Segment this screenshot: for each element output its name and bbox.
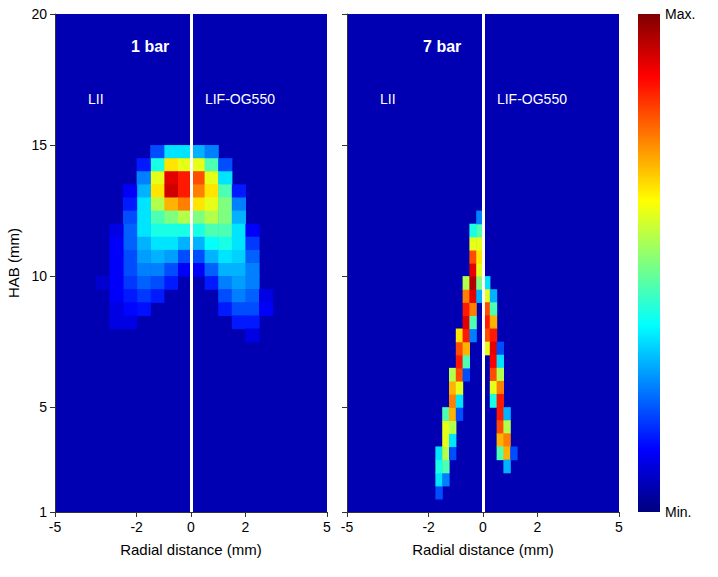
svg-text:20: 20 bbox=[31, 6, 47, 22]
svg-text:-5: -5 bbox=[341, 519, 354, 535]
svg-text:LII: LII bbox=[88, 91, 104, 107]
svg-text:7 bar: 7 bar bbox=[423, 38, 461, 55]
svg-text:2: 2 bbox=[534, 519, 542, 535]
svg-text:-2: -2 bbox=[130, 519, 143, 535]
svg-text:Max.: Max. bbox=[665, 6, 695, 22]
svg-text:10: 10 bbox=[31, 268, 47, 284]
svg-text:LIF-OG550: LIF-OG550 bbox=[497, 91, 567, 107]
svg-text:Min.: Min. bbox=[665, 504, 691, 520]
svg-text:0: 0 bbox=[479, 519, 487, 535]
svg-text:5: 5 bbox=[39, 399, 47, 415]
svg-text:1 bar: 1 bar bbox=[131, 38, 169, 55]
svg-text:LII: LII bbox=[380, 91, 396, 107]
svg-text:LIF-OG550: LIF-OG550 bbox=[205, 91, 275, 107]
svg-text:0: 0 bbox=[187, 519, 195, 535]
svg-text:-5: -5 bbox=[49, 519, 62, 535]
svg-text:Radial distance (mm): Radial distance (mm) bbox=[120, 541, 262, 558]
svg-text:1: 1 bbox=[39, 504, 47, 520]
svg-text:HAB (mm): HAB (mm) bbox=[5, 228, 22, 298]
svg-text:Radial distance (mm): Radial distance (mm) bbox=[412, 541, 554, 558]
svg-text:2: 2 bbox=[242, 519, 250, 535]
svg-text:15: 15 bbox=[31, 137, 47, 153]
svg-text:-2: -2 bbox=[422, 519, 435, 535]
svg-text:5: 5 bbox=[323, 519, 331, 535]
svg-text:5: 5 bbox=[615, 519, 623, 535]
